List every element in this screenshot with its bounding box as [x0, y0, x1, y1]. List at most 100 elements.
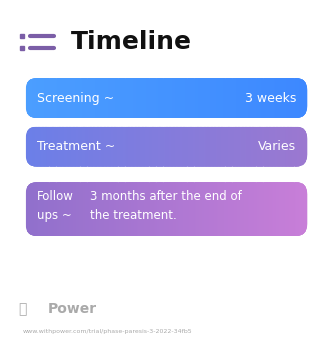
Bar: [166, 182, 168, 236]
Bar: [71, 127, 72, 167]
Bar: [303, 78, 305, 118]
Bar: [71, 182, 72, 236]
Bar: [182, 182, 184, 236]
Bar: [286, 127, 288, 167]
Bar: [248, 78, 250, 118]
Bar: [99, 78, 100, 118]
Bar: [58, 127, 60, 167]
Bar: [31, 182, 33, 236]
Bar: [292, 182, 293, 236]
Bar: [276, 78, 278, 118]
Bar: [209, 182, 210, 236]
Bar: [57, 127, 58, 167]
Bar: [248, 182, 250, 236]
Bar: [117, 78, 119, 118]
Text: www.withpower.com/trial/phase-paresis-3-2022-34fb5: www.withpower.com/trial/phase-paresis-3-…: [22, 329, 192, 334]
Bar: [231, 182, 233, 236]
Bar: [300, 182, 302, 236]
Bar: [125, 78, 127, 118]
Bar: [51, 78, 53, 118]
Bar: [273, 182, 275, 236]
Bar: [162, 182, 164, 236]
Bar: [145, 127, 147, 167]
Bar: [185, 78, 187, 118]
Bar: [176, 78, 178, 118]
Bar: [113, 78, 115, 118]
Bar: [148, 182, 150, 236]
Bar: [90, 182, 92, 236]
Bar: [164, 127, 165, 167]
Bar: [250, 127, 251, 167]
Bar: [149, 127, 151, 167]
Bar: [171, 78, 172, 118]
Bar: [60, 127, 61, 167]
Bar: [217, 127, 219, 167]
Bar: [45, 78, 47, 118]
Bar: [76, 182, 78, 236]
Bar: [271, 78, 272, 118]
Bar: [124, 182, 126, 236]
Bar: [188, 182, 189, 236]
Bar: [182, 78, 184, 118]
Bar: [120, 182, 122, 236]
Bar: [178, 78, 180, 118]
Bar: [275, 127, 276, 167]
Bar: [135, 127, 137, 167]
Bar: [278, 182, 279, 236]
Bar: [264, 78, 265, 118]
Bar: [37, 127, 39, 167]
Bar: [204, 78, 206, 118]
Bar: [304, 78, 306, 118]
Bar: [130, 127, 132, 167]
Bar: [216, 78, 217, 118]
Bar: [171, 182, 172, 236]
Bar: [95, 182, 96, 236]
Bar: [175, 182, 177, 236]
Bar: [293, 78, 295, 118]
Bar: [244, 182, 245, 236]
Bar: [166, 78, 168, 118]
Bar: [269, 78, 271, 118]
Text: Timeline: Timeline: [70, 30, 191, 54]
Bar: [58, 182, 60, 236]
Bar: [168, 78, 170, 118]
Bar: [294, 127, 296, 167]
Bar: [162, 127, 164, 167]
Bar: [45, 127, 47, 167]
Bar: [304, 182, 306, 236]
Bar: [116, 182, 117, 236]
Bar: [224, 182, 226, 236]
Bar: [186, 182, 188, 236]
Bar: [183, 78, 185, 118]
Bar: [196, 182, 198, 236]
Bar: [272, 182, 274, 236]
Bar: [220, 78, 222, 118]
Bar: [282, 182, 284, 236]
Bar: [123, 78, 124, 118]
Bar: [81, 127, 82, 167]
Bar: [28, 127, 30, 167]
Bar: [64, 127, 65, 167]
Bar: [100, 78, 102, 118]
Bar: [117, 182, 119, 236]
Bar: [33, 78, 34, 118]
Bar: [279, 182, 281, 236]
Bar: [114, 182, 116, 236]
Bar: [113, 127, 115, 167]
Bar: [26, 182, 27, 236]
Bar: [141, 78, 143, 118]
Bar: [212, 182, 213, 236]
Bar: [255, 182, 257, 236]
Bar: [234, 78, 236, 118]
Bar: [67, 182, 68, 236]
Bar: [123, 182, 124, 236]
Bar: [207, 78, 209, 118]
Bar: [33, 127, 34, 167]
Bar: [151, 127, 153, 167]
Bar: [228, 182, 230, 236]
Bar: [106, 182, 108, 236]
Bar: [159, 182, 161, 236]
Bar: [190, 78, 192, 118]
Bar: [82, 78, 84, 118]
Bar: [95, 127, 96, 167]
